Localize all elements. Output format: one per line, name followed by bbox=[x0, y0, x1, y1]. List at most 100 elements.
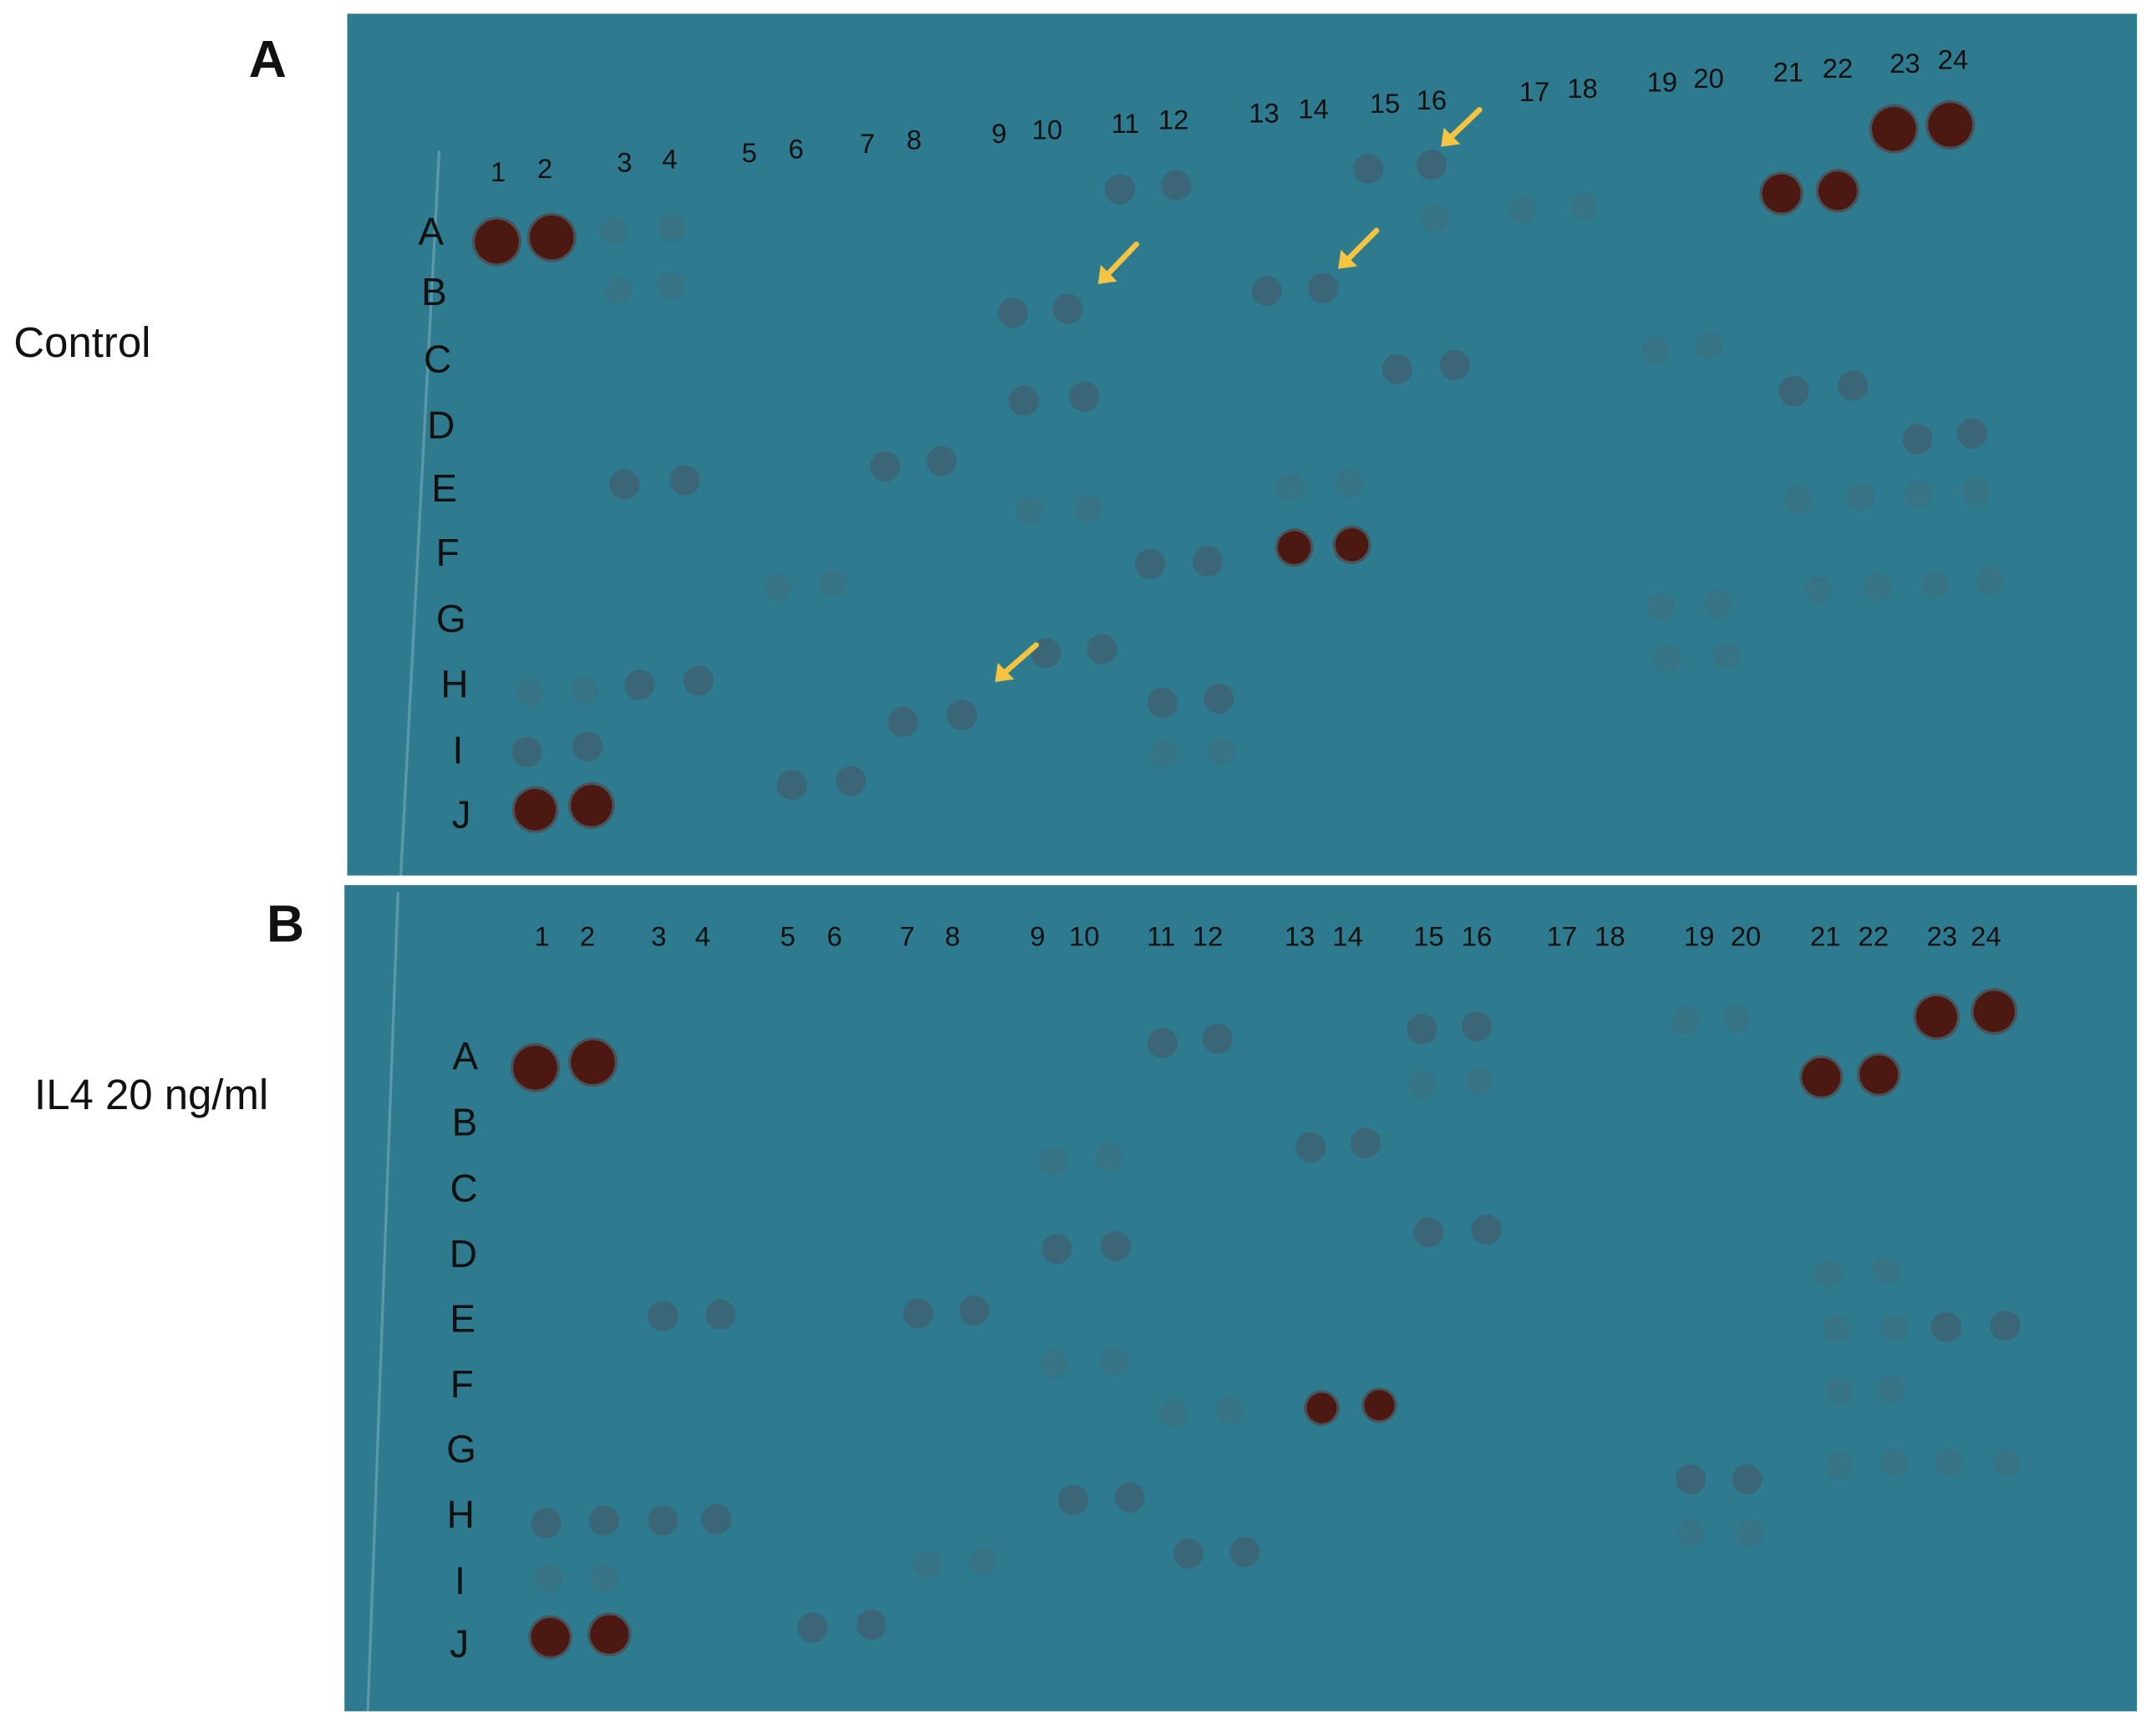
spot-medium bbox=[572, 731, 603, 762]
spot-medium bbox=[1193, 546, 1224, 577]
spot-medium bbox=[1381, 354, 1412, 384]
column-label: 13 bbox=[1249, 97, 1279, 128]
spot-medium bbox=[1009, 385, 1040, 416]
column-label: 4 bbox=[695, 921, 710, 952]
spot-faint bbox=[1653, 644, 1681, 673]
row-label: A bbox=[418, 210, 444, 253]
spot-strong bbox=[1364, 1390, 1395, 1421]
spot-faint bbox=[605, 277, 633, 305]
row-label: F bbox=[436, 531, 460, 574]
spot-faint bbox=[1276, 473, 1305, 501]
spot-faint bbox=[1825, 1377, 1853, 1406]
column-label: 22 bbox=[1823, 53, 1854, 84]
row-label: A bbox=[452, 1035, 478, 1078]
column-label: 6 bbox=[788, 134, 803, 165]
column-label: 15 bbox=[1370, 88, 1401, 119]
row-label: D bbox=[427, 403, 455, 446]
column-label: 7 bbox=[860, 128, 875, 159]
column-label: 6 bbox=[827, 921, 842, 952]
spot-medium bbox=[997, 298, 1029, 328]
spot-medium bbox=[701, 1504, 732, 1535]
spot-faint bbox=[1101, 1347, 1128, 1376]
spot-medium bbox=[705, 1299, 736, 1330]
spot-medium bbox=[947, 700, 978, 731]
column-label: 16 bbox=[1417, 84, 1447, 115]
column-label: 18 bbox=[1567, 73, 1598, 104]
spot-medium bbox=[1461, 1011, 1493, 1042]
spot-medium bbox=[1350, 1128, 1381, 1158]
spot-medium bbox=[836, 766, 867, 797]
spot-faint bbox=[1040, 1350, 1068, 1378]
spot-medium bbox=[1413, 1217, 1444, 1248]
spot-strong bbox=[1859, 1055, 1899, 1094]
spot-medium bbox=[648, 1505, 679, 1536]
column-label: 2 bbox=[580, 921, 595, 952]
membrane-a bbox=[347, 13, 2137, 876]
column-label: 10 bbox=[1032, 114, 1063, 145]
column-label: 23 bbox=[1926, 921, 1957, 952]
column-label: 23 bbox=[1890, 48, 1921, 79]
spot-medium bbox=[1931, 1311, 1961, 1342]
spot-strong bbox=[1973, 990, 2015, 1032]
spot-strong bbox=[590, 1615, 629, 1654]
spot-faint bbox=[764, 573, 792, 602]
spot-strong bbox=[1762, 174, 1801, 213]
spot-faint bbox=[590, 1564, 618, 1592]
spot-faint bbox=[657, 272, 685, 299]
column-label: 1 bbox=[535, 921, 550, 952]
column-label: 20 bbox=[1731, 921, 1762, 952]
spot-strong bbox=[1928, 103, 1972, 147]
row-label: J bbox=[451, 793, 471, 837]
spot-medium bbox=[1069, 381, 1100, 412]
spot-faint bbox=[1704, 590, 1732, 618]
spot-medium bbox=[588, 1505, 619, 1536]
spot-strong bbox=[1915, 996, 1957, 1038]
column-label: 20 bbox=[1693, 63, 1724, 94]
spot-faint bbox=[1880, 1314, 1908, 1342]
column-label: 9 bbox=[991, 118, 1006, 149]
column-label: 14 bbox=[1298, 94, 1329, 125]
spot-faint bbox=[1783, 486, 1812, 514]
spot-medium bbox=[1202, 1023, 1233, 1054]
membrane-b bbox=[344, 885, 2137, 1712]
condition-label: IL4 20 ng/ml bbox=[34, 1071, 268, 1118]
spot-faint bbox=[1804, 576, 1833, 604]
spot-medium bbox=[669, 465, 700, 496]
spot-faint bbox=[1877, 1375, 1905, 1403]
spot-medium bbox=[1251, 276, 1282, 307]
spot-faint bbox=[1159, 1399, 1188, 1428]
row-label: G bbox=[436, 597, 466, 640]
spot-faint bbox=[913, 1550, 942, 1579]
spot-medium bbox=[1147, 1027, 1178, 1058]
column-label: 11 bbox=[1112, 108, 1140, 139]
membrane-edge bbox=[366, 892, 399, 1712]
column-label: 10 bbox=[1069, 921, 1100, 952]
spot-faint bbox=[1039, 1147, 1067, 1175]
row-label: E bbox=[450, 1296, 476, 1340]
spot-medium bbox=[903, 1298, 934, 1329]
arrow-shaft bbox=[1103, 241, 1140, 279]
spot-faint bbox=[1095, 1143, 1123, 1171]
spot-faint bbox=[1569, 191, 1598, 220]
spot-faint bbox=[1422, 204, 1450, 232]
spot-faint bbox=[1695, 332, 1722, 360]
spot-medium bbox=[683, 665, 714, 696]
spot-faint bbox=[1216, 1397, 1244, 1425]
spots bbox=[471, 99, 2021, 1660]
spot-faint bbox=[516, 679, 544, 707]
spot-medium bbox=[1104, 174, 1136, 205]
spot-strong bbox=[1335, 528, 1369, 562]
spot-medium bbox=[624, 669, 655, 700]
spot-medium bbox=[511, 736, 542, 767]
row-label: H bbox=[447, 1493, 475, 1536]
spot-medium bbox=[1732, 1464, 1763, 1495]
spot-strong bbox=[529, 215, 574, 260]
spot-strong bbox=[475, 219, 519, 264]
spot-strong bbox=[1818, 171, 1857, 211]
arrows bbox=[995, 107, 1483, 683]
spot-faint bbox=[1465, 1067, 1493, 1096]
spot-strong bbox=[1277, 531, 1311, 564]
spot-medium bbox=[1416, 149, 1447, 181]
spot-medium bbox=[926, 445, 957, 476]
spot-medium bbox=[1902, 424, 1933, 455]
